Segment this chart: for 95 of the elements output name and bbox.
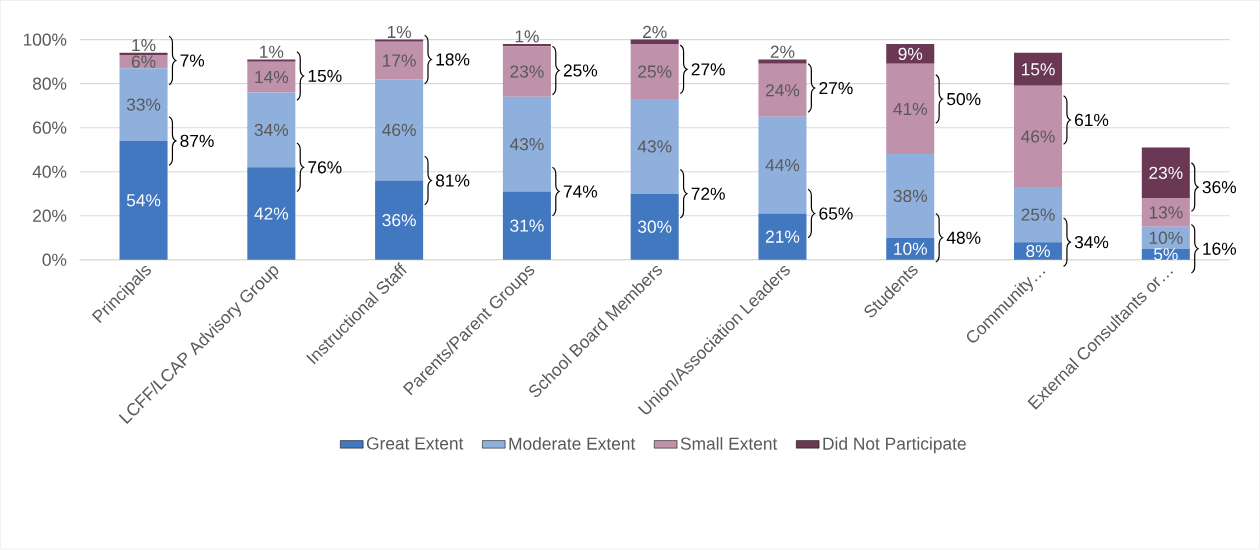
bar	[1014, 242, 1063, 260]
legend-label: Moderate Extent	[509, 437, 636, 451]
annotation: 81%	[435, 174, 470, 187]
annotation: 34%	[1074, 236, 1109, 249]
data-label: 54%	[126, 194, 161, 207]
data-label: 9%	[898, 48, 923, 61]
annotation: 61%	[1075, 114, 1109, 127]
bar	[758, 59, 807, 65]
bar	[119, 141, 168, 260]
annotation: 18%	[436, 53, 470, 66]
y-tick-label: 100%	[23, 33, 67, 46]
annotation: 76%	[308, 161, 342, 174]
annotation: 25%	[563, 64, 598, 77]
annotation: 7%	[180, 54, 205, 67]
bar	[1141, 198, 1190, 227]
bar	[502, 97, 551, 192]
data-label: 14%	[255, 71, 289, 84]
bar	[375, 79, 424, 181]
bar	[247, 167, 296, 260]
bar	[1141, 147, 1190, 199]
data-label: 46%	[382, 123, 416, 137]
annotation: 65%	[819, 207, 853, 220]
data-label: 21%	[765, 230, 800, 243]
data-label: 33%	[126, 98, 161, 111]
y-tick-label: 20%	[33, 209, 67, 223]
data-label: 36%	[382, 214, 416, 227]
data-label: 46%	[1021, 130, 1055, 143]
data-label: 24%	[765, 84, 800, 97]
data-label: 25%	[638, 65, 672, 78]
annotation: 27%	[691, 63, 725, 76]
bar	[375, 39, 424, 43]
annotation: 87%	[180, 134, 214, 148]
bar	[1014, 53, 1063, 87]
y-tick-label: 40%	[32, 165, 67, 179]
legend-label: Great Extent	[366, 437, 464, 450]
annotation: 72%	[691, 187, 725, 201]
bar	[119, 53, 168, 56]
data-label: 1%	[260, 45, 284, 59]
bar	[630, 44, 679, 100]
data-label: 6%	[131, 55, 156, 68]
bar	[247, 92, 296, 168]
bar	[758, 116, 807, 214]
data-label: 2%	[643, 26, 667, 39]
y-tick-label: 80%	[32, 77, 67, 91]
legend-label: Did Not Participate	[823, 437, 966, 454]
annotation: 15%	[308, 70, 342, 83]
annotation: 36%	[1202, 181, 1237, 194]
data-label: 2%	[770, 45, 795, 59]
data-label: 23%	[510, 65, 544, 78]
data-label: 23%	[1149, 166, 1183, 180]
annotation: 50%	[947, 93, 981, 106]
data-label: 10%	[1149, 231, 1183, 245]
bar	[502, 46, 551, 98]
annotation: 74%	[563, 185, 598, 198]
data-label: 43%	[509, 138, 544, 151]
data-label: 10%	[894, 242, 927, 256]
data-label: 44%	[765, 159, 800, 172]
annotation: 16%	[1203, 242, 1237, 256]
data-label: 13%	[1149, 206, 1183, 219]
bar	[758, 64, 807, 117]
bar	[502, 44, 551, 47]
data-label: 42%	[254, 207, 289, 220]
data-label: 17%	[383, 54, 416, 67]
data-label: 34%	[254, 123, 289, 137]
bar	[119, 68, 168, 142]
data-label: 41%	[893, 103, 927, 116]
data-label: 1%	[515, 30, 539, 43]
bar	[630, 39, 679, 45]
annotation: 27%	[819, 82, 853, 95]
bar	[502, 191, 551, 260]
annotation: 48%	[946, 231, 981, 245]
data-label: 1%	[387, 26, 412, 39]
bar	[886, 44, 935, 65]
data-label: 25%	[1021, 208, 1055, 221]
data-label: 15%	[1022, 63, 1055, 76]
bar	[630, 99, 679, 194]
data-label: 1%	[132, 39, 156, 52]
legend-label: Small Extent	[680, 437, 778, 451]
data-label: 43%	[637, 140, 672, 153]
y-tick-label: 60%	[33, 121, 67, 135]
data-label: 31%	[510, 219, 544, 232]
data-label: 30%	[638, 220, 672, 234]
data-label: 8%	[1026, 245, 1050, 258]
y-tick-label: 0%	[42, 253, 67, 267]
data-label: 5%	[1153, 248, 1178, 261]
bar	[1014, 86, 1063, 188]
bar	[375, 180, 424, 260]
data-label: 38%	[893, 189, 927, 203]
bar	[886, 64, 935, 155]
bar	[630, 193, 679, 260]
bar	[1014, 187, 1063, 243]
bar	[247, 59, 296, 62]
bar	[886, 154, 935, 238]
bar	[375, 42, 424, 80]
bar	[758, 213, 807, 260]
